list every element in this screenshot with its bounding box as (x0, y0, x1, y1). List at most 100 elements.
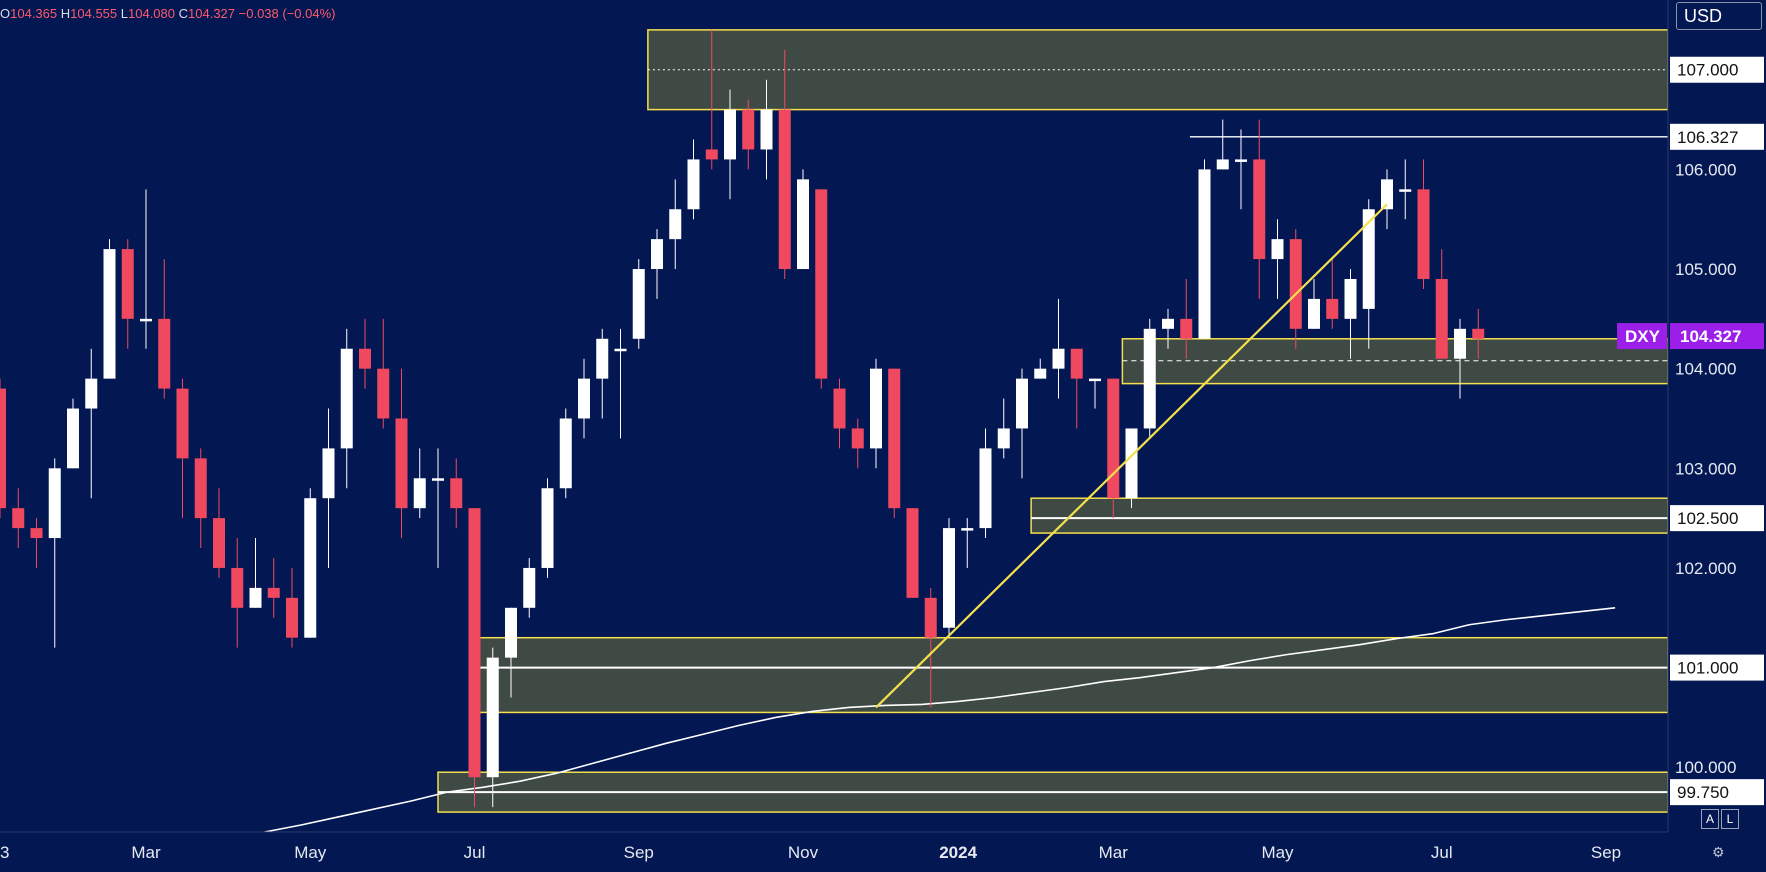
auto-scale-button[interactable]: A (1701, 809, 1719, 829)
time-tick-label-0: Mar (131, 843, 161, 862)
candle-36 (651, 229, 663, 299)
candle-body (614, 348, 627, 352)
candle-78 (1417, 159, 1430, 289)
time-tick-label-9: Sep (1591, 843, 1621, 862)
candle-27 (486, 647, 499, 808)
candle-71 (1289, 229, 1302, 349)
candle-body (523, 567, 536, 608)
zone-1 (1030, 497, 1669, 534)
candle-body (997, 428, 1010, 449)
level-badge-4 (1670, 123, 1764, 150)
candle-48 (870, 358, 882, 469)
candle-body (961, 528, 974, 531)
candle-body (286, 597, 298, 638)
chart-settings-icon[interactable]: ⚙ (1712, 844, 1725, 860)
candle-64 (1162, 308, 1174, 349)
low-value: 104.080 (128, 6, 175, 21)
candle-body (1417, 189, 1430, 279)
candle-8 (140, 189, 152, 349)
candle-body (742, 109, 755, 150)
candle-46 (833, 378, 846, 449)
candle-body (815, 189, 828, 379)
candle-body (1089, 378, 1101, 382)
high-label: H (60, 6, 71, 21)
candle-16 (286, 567, 298, 648)
candle-40 (724, 89, 736, 200)
candle-75 (1362, 199, 1375, 349)
time-tick-label-edge: 3 (0, 843, 9, 862)
candle-66 (1198, 159, 1211, 339)
candle-body (213, 518, 225, 568)
candle-7 (121, 239, 134, 349)
candle-body (870, 368, 882, 449)
candle-body (176, 388, 189, 459)
candle-body (359, 348, 371, 369)
candle-34 (614, 328, 627, 439)
candle-body (158, 318, 171, 389)
support-resistance-zones (437, 29, 1669, 813)
level-badge-label-0: 107.000 (1677, 61, 1738, 80)
candle-body (1381, 179, 1393, 210)
candle-body (1162, 318, 1174, 329)
time-axis[interactable] (0, 832, 1766, 872)
candle-body (632, 269, 645, 339)
candle-body (1472, 328, 1485, 339)
candle-29 (523, 557, 536, 618)
candle-80 (1454, 318, 1466, 399)
candle-body (778, 109, 791, 270)
zone-2 (473, 636, 1669, 714)
candle-68 (1235, 129, 1247, 210)
level-badge-1 (1670, 505, 1764, 532)
candle-body (340, 348, 353, 449)
price-tick-label-2: 105.000 (1675, 260, 1736, 279)
candle-body (1125, 428, 1138, 499)
candle-79 (1435, 249, 1448, 359)
candle-81 (1472, 308, 1485, 359)
currency-selector[interactable]: USD (1676, 2, 1762, 30)
candle-body (1454, 328, 1466, 359)
candle-18 (322, 408, 335, 568)
candle-45 (815, 189, 828, 389)
candle-19 (340, 328, 353, 489)
candle-28 (505, 607, 517, 698)
candle-74 (1344, 269, 1357, 359)
price-tick-label-4: 103.000 (1675, 459, 1736, 478)
log-scale-button[interactable]: L (1721, 809, 1739, 829)
candle-69 (1253, 119, 1266, 299)
candle-30 (541, 478, 554, 578)
candle-77 (1399, 159, 1412, 220)
candle-body (48, 468, 61, 539)
candle-body (596, 338, 609, 379)
candle-26 (468, 508, 481, 808)
time-tick-label-3: Sep (624, 843, 654, 862)
candle-body (724, 109, 736, 160)
candle-body (1326, 298, 1339, 319)
candle-0 (0, 378, 6, 519)
candle-5 (85, 348, 98, 499)
candle-body (505, 607, 517, 658)
candle-38 (687, 139, 700, 220)
price-tick-label-3: 104.000 (1675, 360, 1736, 379)
candle-body (486, 657, 499, 778)
candle-body (705, 149, 718, 160)
price-tick-label-6: 100.000 (1675, 758, 1736, 777)
candle-25 (450, 458, 463, 529)
candle-39 (705, 29, 718, 170)
candle-body (249, 587, 262, 608)
candle-73 (1326, 259, 1339, 329)
candle-63 (1143, 318, 1156, 439)
level-badge-label-3: 99.750 (1677, 783, 1729, 802)
candle-2 (30, 518, 43, 568)
candle-15 (267, 557, 280, 618)
candle-65 (1180, 278, 1193, 359)
candle-body (140, 318, 152, 322)
candle-body (413, 478, 426, 509)
candle-body (1308, 298, 1320, 329)
candles-layer[interactable] (0, 29, 1485, 808)
symbol-badge (1617, 323, 1667, 350)
candle-body (1070, 348, 1083, 379)
candle-72 (1308, 278, 1320, 329)
candle-body (924, 597, 937, 638)
candle-14 (249, 538, 262, 608)
